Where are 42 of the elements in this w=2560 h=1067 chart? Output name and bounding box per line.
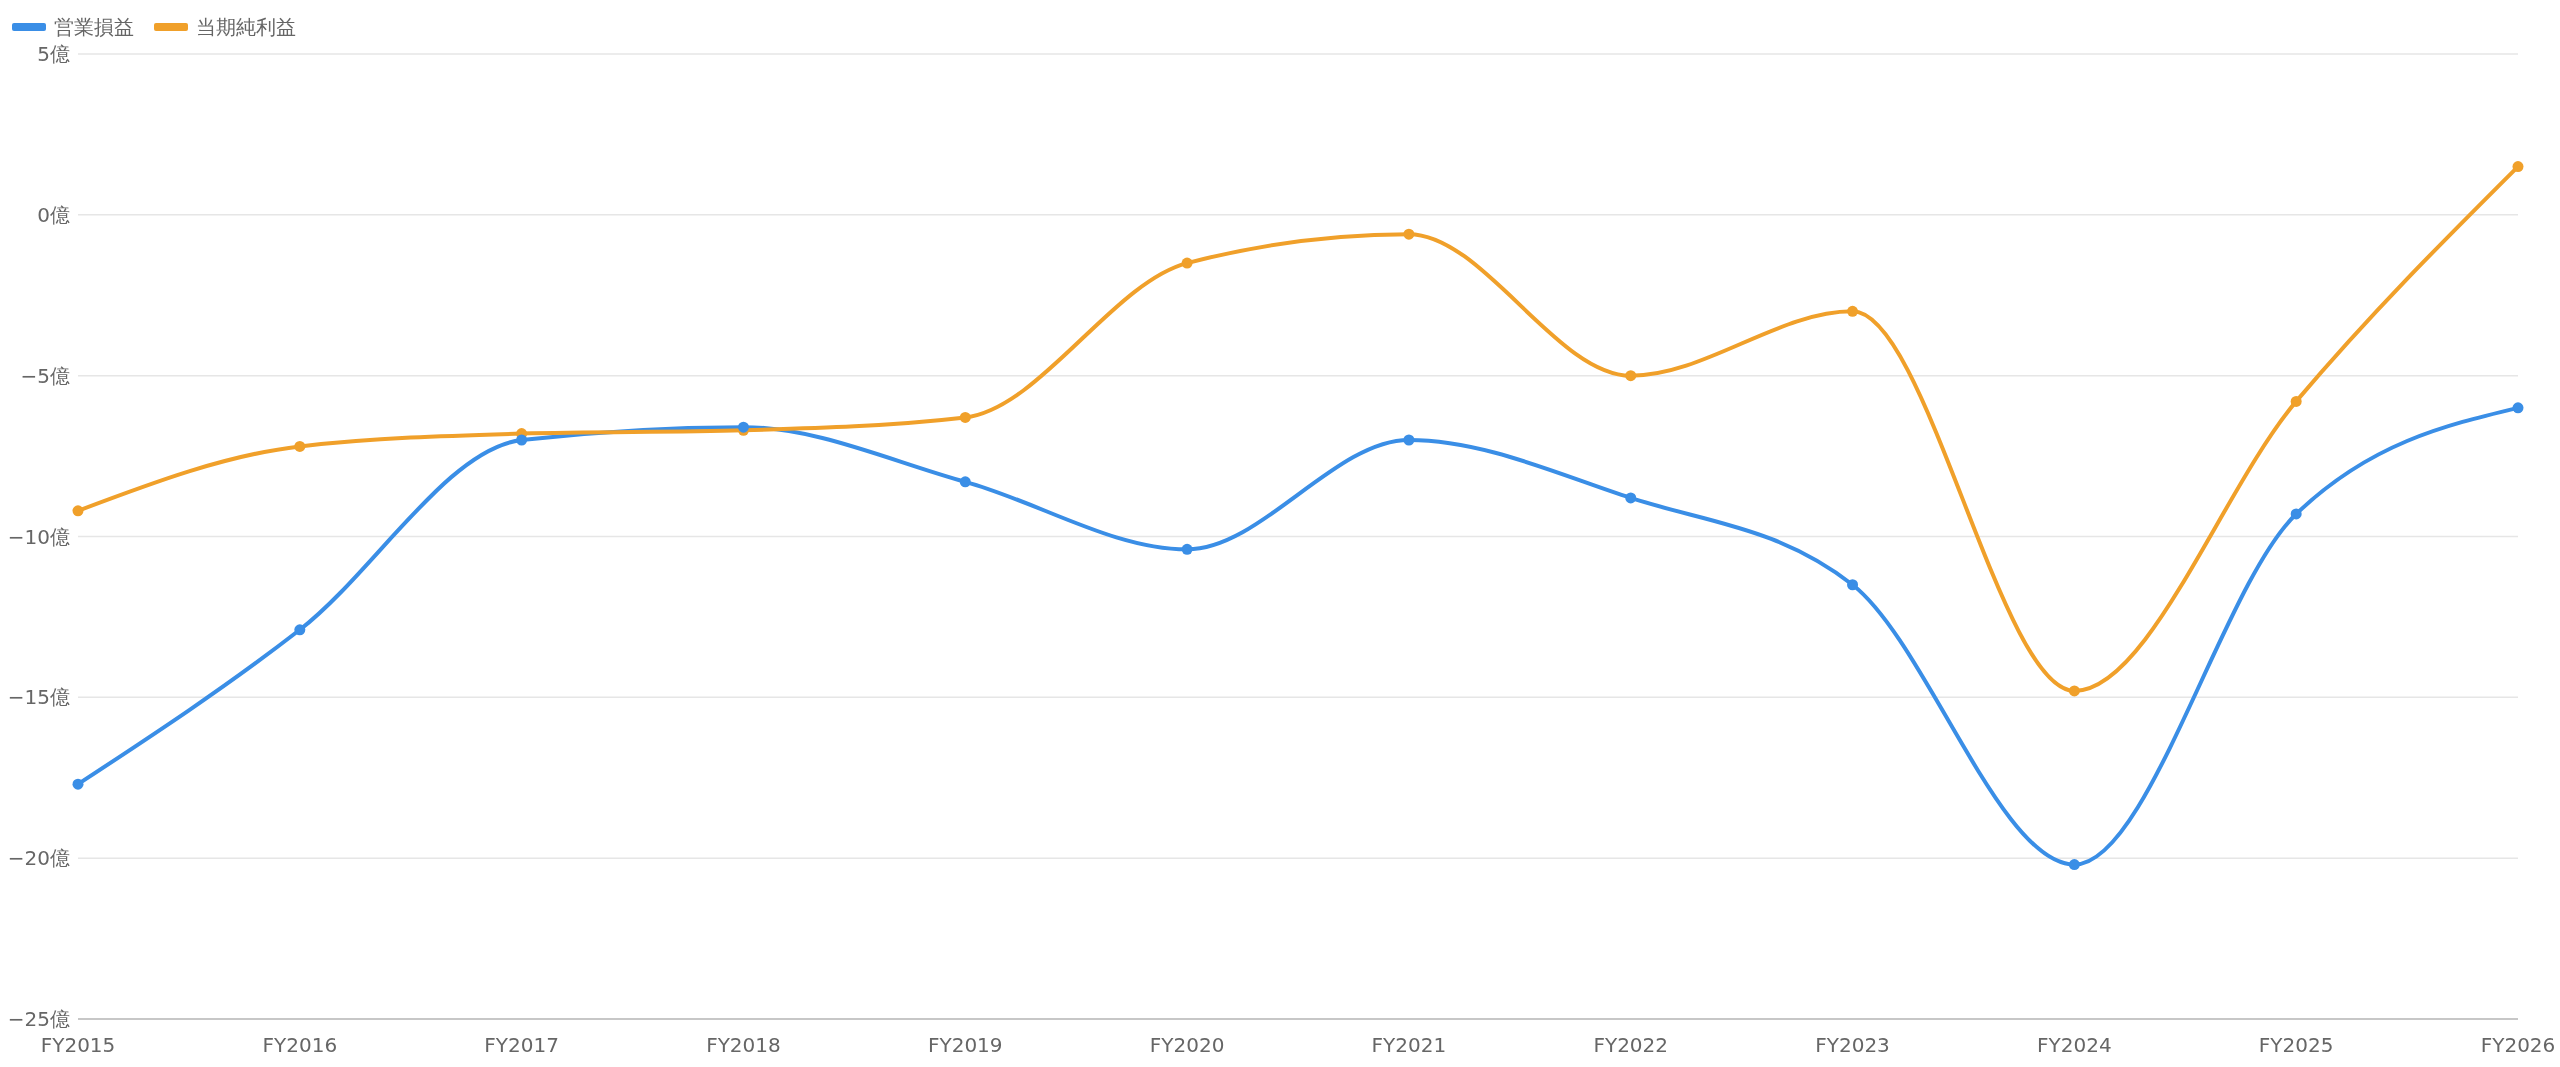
x-tick-label: FY2021 xyxy=(1371,1033,1447,1057)
point xyxy=(2290,508,2302,520)
point xyxy=(1403,434,1415,446)
x-tick-label: FY2015 xyxy=(40,1033,116,1057)
x-tick-label: FY2026 xyxy=(2480,1033,2556,1057)
x-tick-label: FY2019 xyxy=(927,1033,1003,1057)
point xyxy=(516,434,528,446)
legend-label: 当期純利益 xyxy=(196,15,296,39)
point xyxy=(2290,395,2302,407)
point xyxy=(1847,305,1859,317)
point xyxy=(72,778,84,790)
point xyxy=(959,476,971,488)
point xyxy=(294,624,306,636)
point xyxy=(294,440,306,452)
point xyxy=(1403,228,1415,240)
point xyxy=(2512,402,2524,414)
y-tick-label: −10億 xyxy=(7,524,70,549)
x-tick-label: FY2024 xyxy=(2037,1033,2112,1057)
y-tick-label: −25億 xyxy=(7,1007,70,1031)
x-tick-label: FY2020 xyxy=(1149,1033,1225,1057)
x-tick-label: FY2016 xyxy=(262,1033,338,1057)
y-tick-label: −5億 xyxy=(20,363,70,388)
point xyxy=(1181,257,1193,269)
point xyxy=(959,411,971,423)
y-tick-label: 5億 xyxy=(37,42,70,66)
y-tick-label: −15億 xyxy=(7,685,70,710)
x-tick-label: FY2025 xyxy=(2258,1033,2334,1057)
legend-label: 営業損益 xyxy=(54,15,134,39)
point xyxy=(1847,579,1859,591)
point xyxy=(2512,161,2524,173)
y-tick-label: −20億 xyxy=(7,846,70,871)
point xyxy=(1625,370,1637,382)
point xyxy=(1625,492,1637,504)
x-tick-label: FY2023 xyxy=(1815,1033,1890,1057)
point xyxy=(1181,543,1193,555)
point xyxy=(2068,685,2080,697)
point xyxy=(72,505,84,517)
x-tick-label: FY2022 xyxy=(1593,1033,1669,1057)
x-tick-label: FY2018 xyxy=(706,1033,781,1057)
x-tick-label: FY2017 xyxy=(484,1033,559,1057)
y-tick-label: 0億 xyxy=(37,202,70,227)
point xyxy=(2068,859,2080,871)
